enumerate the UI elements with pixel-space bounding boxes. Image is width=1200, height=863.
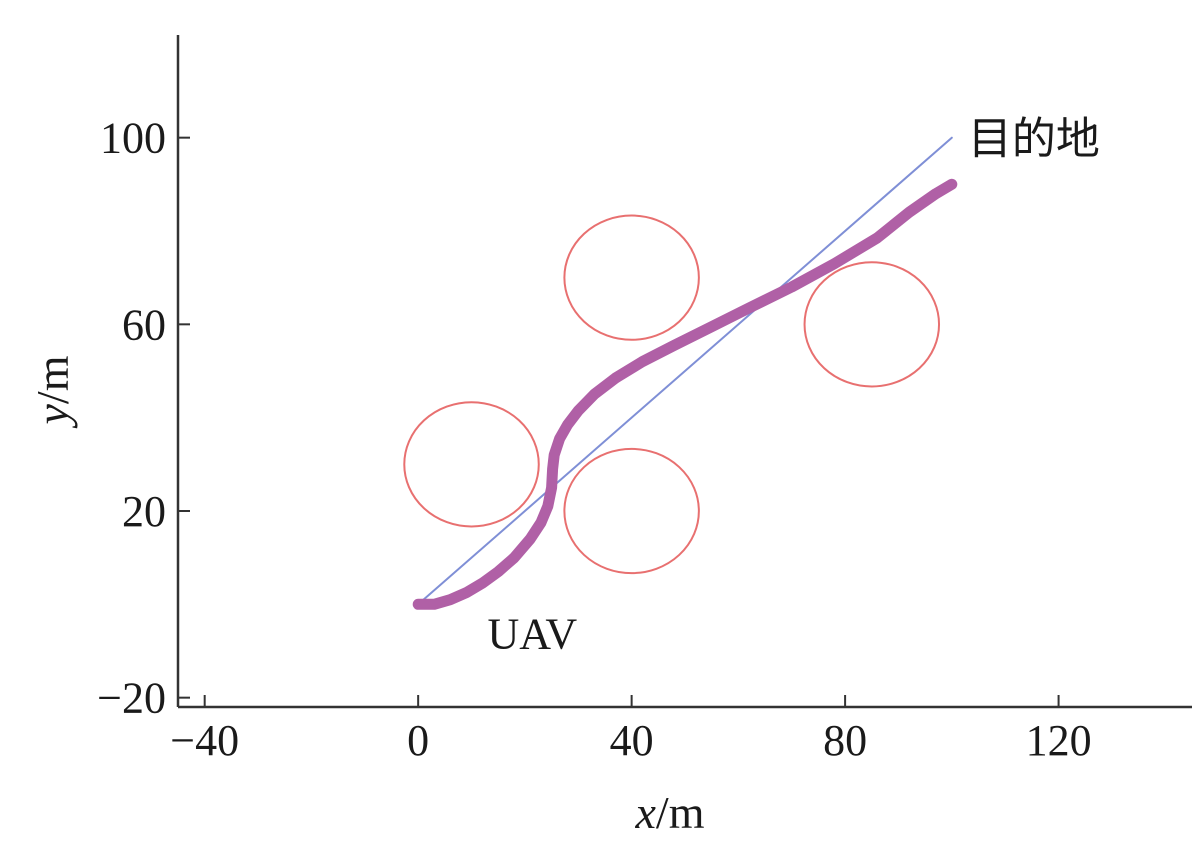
y-tick-label: 100 — [100, 114, 166, 163]
obstacles-layer — [403, 214, 941, 575]
x-tick-label: 80 — [823, 716, 867, 765]
x-axis-variable: x — [635, 787, 657, 838]
y-tick-label: −20 — [97, 674, 166, 723]
series-layer — [412, 136, 958, 610]
y-axis-title: y/m — [27, 355, 78, 428]
start-label: UAV — [488, 609, 578, 658]
x-axis-unit: /m — [656, 787, 705, 838]
y-axis-variable: y — [27, 403, 78, 428]
planned-trajectory-line — [412, 178, 958, 610]
x-tick-label: 0 — [407, 716, 429, 765]
obstacle-circle — [563, 214, 700, 341]
x-tick-label: 40 — [610, 716, 654, 765]
destination-label: 目的地 — [968, 114, 1100, 165]
x-tick-label: 120 — [1026, 716, 1092, 765]
y-axis-unit: /m — [27, 355, 78, 404]
annotations-layer: UAV 目的地 — [488, 114, 1100, 659]
x-axis-title: x/m — [635, 787, 705, 838]
direct-path-line — [417, 136, 953, 606]
obstacle-circle — [403, 401, 540, 528]
y-tick-label: 20 — [122, 487, 166, 536]
obstacle-circle — [563, 447, 700, 575]
axes-layer — [176, 35, 1192, 709]
y-tick-label: 60 — [122, 300, 166, 349]
ticks-layer: −40 0 40 80 120 −20 20 60 100 — [97, 114, 1091, 765]
x-tick-label: −40 — [170, 716, 239, 765]
obstacle-circle — [803, 261, 941, 388]
